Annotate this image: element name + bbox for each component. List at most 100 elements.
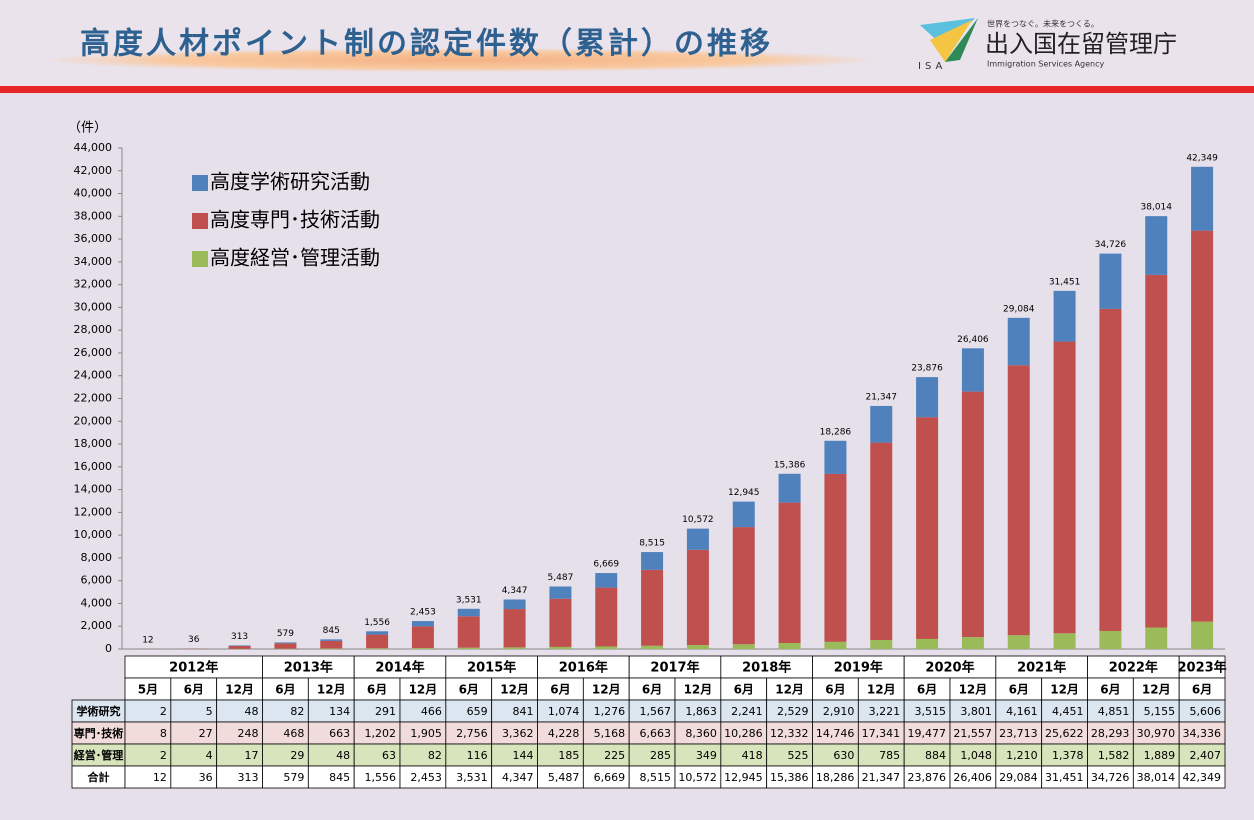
legend-swatch (192, 213, 208, 229)
bar-segment (1099, 254, 1121, 309)
table-value: 1,048 (960, 749, 992, 762)
bar-segment (229, 645, 251, 646)
table-value: 27 (199, 727, 213, 740)
month-label: 12月 (225, 683, 254, 697)
bar-segment (824, 474, 846, 642)
table-value: 1,202 (365, 727, 397, 740)
bar-segment (1008, 318, 1030, 365)
table-value: 525 (788, 749, 809, 762)
month-label: 5月 (138, 683, 158, 697)
table-value: 313 (238, 771, 259, 784)
total-label: 5,487 (548, 573, 574, 583)
table-value: 579 (283, 771, 304, 784)
title: 高度人材ポイント制の認定件数（累計）の推移 (80, 27, 773, 62)
bar-segment (870, 443, 892, 640)
bar-segment (1099, 309, 1121, 631)
logo-mark: ISA (918, 61, 946, 72)
table-value: 2 (160, 705, 167, 718)
table-value: 29,084 (999, 771, 1038, 784)
month-label: 6月 (1192, 683, 1212, 697)
row-label: 専門･技術 (74, 726, 124, 740)
table-value: 134 (329, 705, 350, 718)
table-value: 2,407 (1190, 749, 1222, 762)
y-tick-label: 38,000 (74, 209, 113, 222)
bar-segment (366, 635, 388, 649)
bar-segment (504, 600, 526, 610)
bar-segment (366, 631, 388, 634)
month-label: 6月 (734, 683, 754, 697)
bar-segment (1191, 231, 1213, 622)
year-label: 2022年 (1109, 660, 1158, 676)
y-tick-label: 12,000 (74, 505, 113, 518)
bar-segment (320, 641, 342, 649)
bar-segment (916, 639, 938, 649)
bar-segment (412, 626, 434, 648)
month-label: 6月 (550, 683, 570, 697)
table-value: 4,451 (1052, 705, 1084, 718)
table-value: 5,155 (1144, 705, 1176, 718)
bar-segment (458, 609, 480, 617)
bar-segment (320, 648, 342, 649)
table-value: 4 (206, 749, 213, 762)
table-value: 349 (696, 749, 717, 762)
total-label: 12 (142, 635, 153, 645)
table-value: 23,876 (908, 771, 947, 784)
y-tick-label: 30,000 (74, 300, 113, 313)
month-label: 6月 (917, 683, 937, 697)
table-value: 28,293 (1091, 727, 1130, 740)
total-label: 31,451 (1049, 277, 1081, 287)
month-label: 6月 (642, 683, 662, 697)
bar-segment (458, 616, 480, 647)
total-label: 34,726 (1095, 240, 1127, 250)
row-label: 学術研究 (77, 704, 121, 718)
table-value: 6,663 (640, 727, 672, 740)
bar-segment (549, 599, 571, 647)
total-label: 845 (323, 626, 340, 636)
bar-segment (824, 441, 846, 474)
legend-label: 高度経営･管理活動 (210, 246, 380, 270)
bar-segment (962, 637, 984, 649)
bar-segment (779, 643, 801, 649)
table-value: 6,669 (594, 771, 626, 784)
row-label: 経営･管理 (74, 748, 124, 762)
month-label: 12月 (1050, 683, 1079, 697)
table-value: 8,515 (640, 771, 672, 784)
month-label: 6月 (184, 683, 204, 697)
y-tick-label: 14,000 (74, 483, 113, 496)
table-value: 17 (245, 749, 259, 762)
table-value: 3,362 (502, 727, 534, 740)
y-tick-label: 24,000 (74, 369, 113, 382)
month-label: 12月 (775, 683, 804, 697)
bar-segment (733, 644, 755, 649)
table-value: 1,210 (1006, 749, 1038, 762)
month-label: 12月 (959, 683, 988, 697)
table-value: 38,014 (1137, 771, 1176, 784)
table-value: 5,606 (1190, 705, 1222, 718)
table-value: 12,945 (724, 771, 763, 784)
table-value: 3,221 (869, 705, 901, 718)
year-label: 2016年 (559, 660, 608, 676)
table-value: 19,477 (908, 727, 947, 740)
bar-segment (504, 647, 526, 649)
bar-segment (1145, 627, 1167, 649)
header-rule (0, 86, 1254, 93)
table-value: 144 (513, 749, 534, 762)
y-tick-label: 8,000 (81, 551, 113, 564)
year-label: 2013年 (284, 660, 333, 676)
table-value: 659 (467, 705, 488, 718)
table-value: 1,567 (640, 705, 672, 718)
table-value: 30,970 (1137, 727, 1176, 740)
y-tick-label: 44,000 (74, 141, 113, 154)
total-label: 15,386 (774, 460, 806, 470)
legend-label: 高度専門･技術活動 (210, 208, 380, 232)
table-value: 2,241 (731, 705, 763, 718)
bar-segment (366, 648, 388, 649)
bar-segment (824, 642, 846, 649)
table-value: 884 (925, 749, 946, 762)
bar-segment (1145, 275, 1167, 628)
table-value: 10,286 (724, 727, 763, 740)
table-value: 5,168 (594, 727, 626, 740)
y-tick-label: 22,000 (74, 392, 113, 405)
table-value: 1,582 (1098, 749, 1130, 762)
